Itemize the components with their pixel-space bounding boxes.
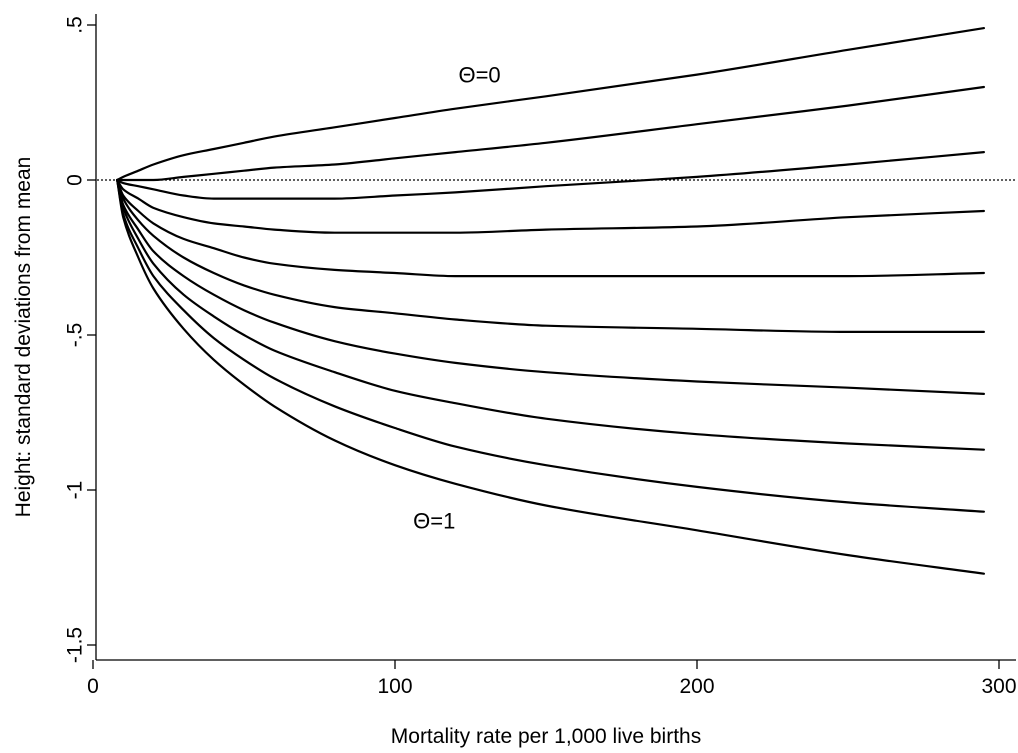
series-group [116, 27, 985, 575]
curve-annotation: Θ=1 [413, 509, 455, 534]
series-line-2 [116, 85, 985, 182]
series-line-4 [116, 178, 985, 234]
y-tick-label: 0 [63, 174, 86, 186]
y-tick-label: -1.5 [63, 627, 86, 663]
y-tick-label: -.5 [63, 323, 86, 348]
annotation-group: Θ=0 Θ=1 [413, 62, 501, 533]
series-line-9 [116, 178, 985, 513]
series-line-10 [116, 178, 985, 575]
curve-annotation: Θ=0 [458, 62, 500, 87]
axes [95, 14, 1016, 661]
x-tick-label: 300 [981, 675, 1016, 698]
series-line-6 [116, 178, 985, 334]
x-axis-title: Mortality rate per 1,000 live births [391, 725, 701, 748]
series-line-3 [116, 151, 985, 200]
series-line-8 [116, 178, 985, 451]
x-tick-label: 200 [679, 675, 714, 698]
x-tick-label: 100 [377, 675, 412, 698]
x-tick-label: 0 [87, 675, 99, 698]
y-tick-label: -1 [63, 481, 86, 500]
series-line-7 [116, 178, 985, 395]
y-tick-label: .5 [63, 16, 86, 34]
series-line-1 [116, 27, 985, 182]
y-axis-title: Height: standard deviations from mean [12, 157, 35, 518]
series-line-5 [116, 178, 985, 278]
ticks: -1.5 -1 -.5 0 .5 0 100 200 300 [63, 16, 1016, 698]
